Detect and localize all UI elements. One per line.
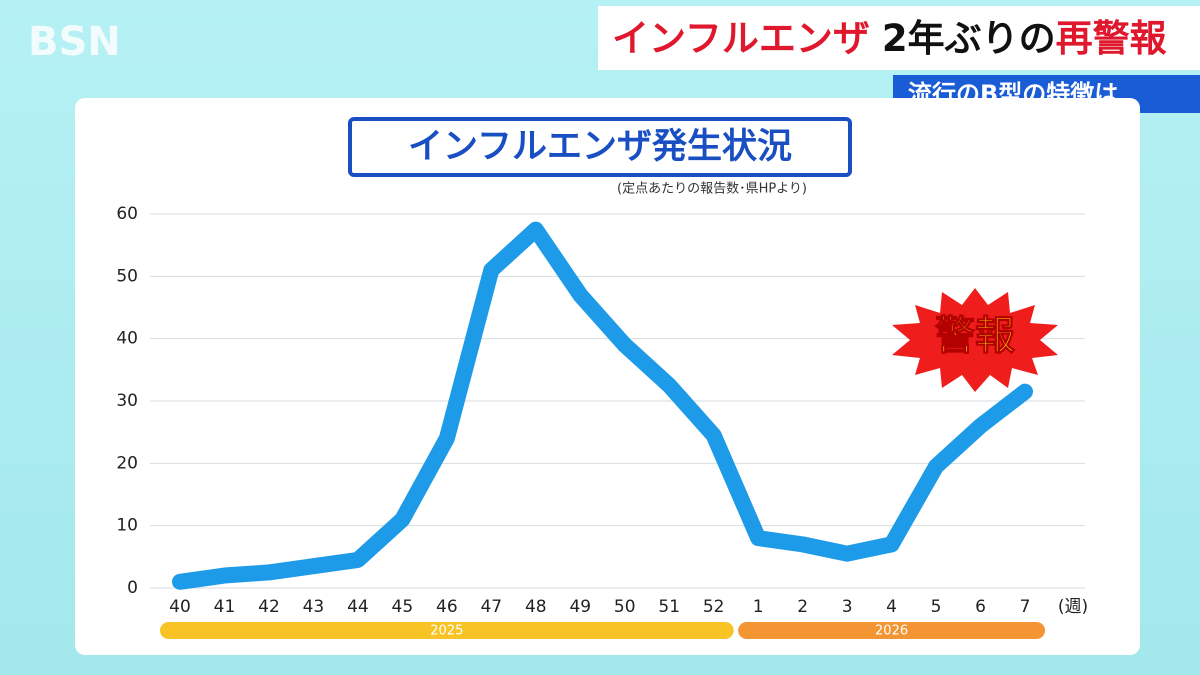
x-tick-label: 2 <box>797 597 808 617</box>
badge-burst <box>892 288 1058 392</box>
badge-text: 警報 <box>935 313 1015 359</box>
logo: BSN <box>28 19 121 65</box>
period-label: 2026 <box>875 624 908 639</box>
headline-part: インフルエンザ <box>612 17 870 60</box>
x-tick-label: 3 <box>842 597 853 617</box>
x-tick-label: 50 <box>614 597 636 617</box>
x-tick-label: 47 <box>480 597 502 617</box>
headline: インフルエンザ 2年ぶりの再警報 <box>612 17 1167 60</box>
x-tick-label: 48 <box>525 597 547 617</box>
y-tick-label: 0 <box>127 578 138 598</box>
title-box <box>348 117 852 177</box>
x-tick-label: 4 <box>886 597 897 617</box>
data-line <box>172 221 1033 590</box>
x-tick-label: 41 <box>214 597 236 617</box>
chart-subtitle: (定点あたりの報告数･県HPより) <box>617 182 807 197</box>
period-bar <box>159 622 734 639</box>
headline-part: 2年ぶりの <box>882 17 1056 60</box>
x-tick-label: 7 <box>1020 597 1031 617</box>
chart-panel <box>75 98 1140 655</box>
x-tick-label: 40 <box>169 597 191 617</box>
y-tick-label: 30 <box>116 391 138 411</box>
headline-part: 再警報 <box>1056 17 1167 60</box>
x-tick-label: 44 <box>347 597 369 617</box>
headline-box <box>598 6 1200 70</box>
x-tick-label: 49 <box>569 597 591 617</box>
x-tick-label: 5 <box>931 597 942 617</box>
chart-title: インフルエンザ発生状況 <box>408 127 792 167</box>
x-axis-unit: (週) <box>1058 597 1088 617</box>
period-bar <box>738 622 1046 639</box>
x-tick-label: 1 <box>753 597 764 617</box>
x-tick-label: 52 <box>703 597 725 617</box>
x-tick-label: 45 <box>392 597 414 617</box>
x-tick-label: 43 <box>303 597 325 617</box>
x-tick-label: 51 <box>658 597 680 617</box>
x-tick-label: 6 <box>975 597 986 617</box>
x-tick-label: 46 <box>436 597 458 617</box>
y-tick-label: 10 <box>116 516 138 536</box>
y-tick-label: 20 <box>116 453 138 473</box>
period-label: 2025 <box>430 624 463 639</box>
y-tick-label: 40 <box>116 329 138 349</box>
y-tick-label: 50 <box>116 266 138 286</box>
x-tick-label: 42 <box>258 597 280 617</box>
y-tick-label: 60 <box>116 204 138 224</box>
